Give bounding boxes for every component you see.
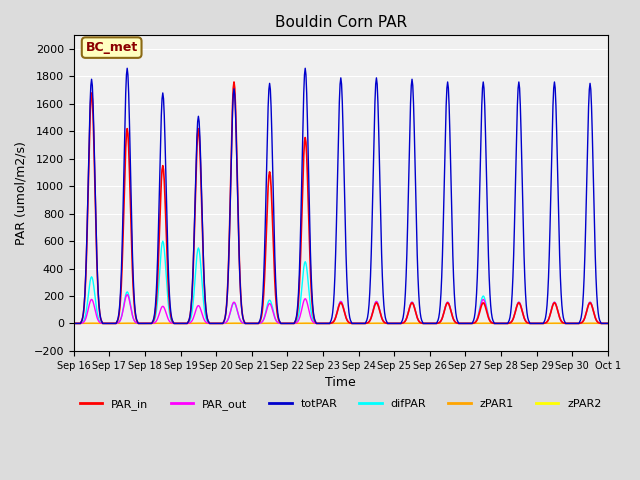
Y-axis label: PAR (umol/m2/s): PAR (umol/m2/s) <box>15 141 28 245</box>
X-axis label: Time: Time <box>326 376 356 389</box>
Title: Bouldin Corn PAR: Bouldin Corn PAR <box>275 15 407 30</box>
Legend: PAR_in, PAR_out, totPAR, difPAR, zPAR1, zPAR2: PAR_in, PAR_out, totPAR, difPAR, zPAR1, … <box>76 395 606 415</box>
Text: BC_met: BC_met <box>86 41 138 54</box>
